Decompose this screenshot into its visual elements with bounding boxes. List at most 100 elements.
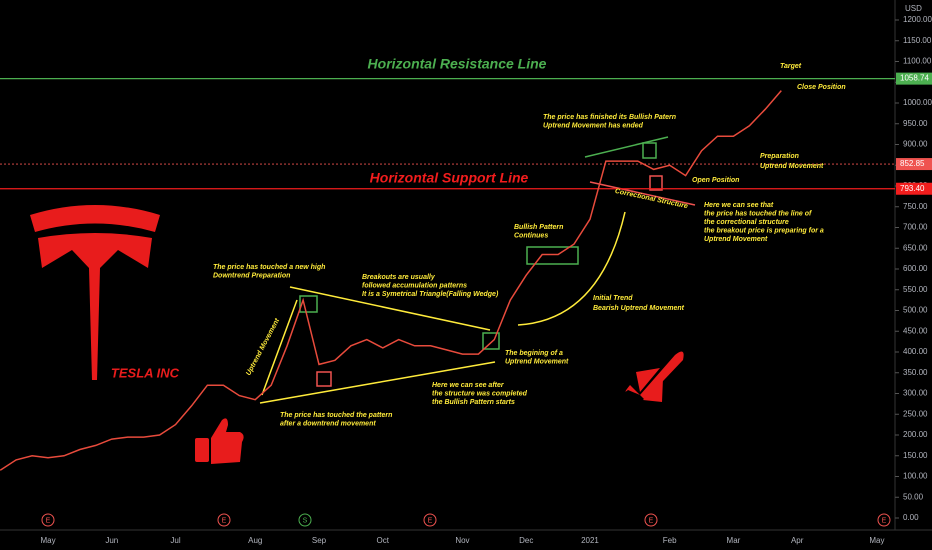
y-tick-label: 400.00 xyxy=(903,347,928,356)
y-tick-label: 600.00 xyxy=(903,264,928,273)
y-tick-label: 1150.00 xyxy=(903,36,932,45)
annotation-text: The price has touched a new high xyxy=(213,264,325,271)
price-label-box xyxy=(896,72,932,85)
y-tick-label: 300.00 xyxy=(903,389,928,398)
annotation-text: Uptrend Movement xyxy=(505,358,569,365)
x-tick-label: Oct xyxy=(377,536,390,545)
annotation-text: the breakout price is preparing for a xyxy=(704,227,824,234)
y-tick-label: 100.00 xyxy=(903,472,928,481)
y-tick-label: 700.00 xyxy=(903,223,928,232)
annotation-text: Bearish Uptrend Movement xyxy=(593,305,685,312)
annotation-text: The price has touched the pattern xyxy=(280,412,392,419)
annotation: Open Position xyxy=(692,177,739,184)
annotation: Preparation Uptrend Movement xyxy=(760,153,824,170)
event-badge xyxy=(41,513,55,527)
event-badge xyxy=(644,513,658,527)
annotation-text: Close Position xyxy=(797,84,846,91)
x-tick-label: Mar xyxy=(727,536,741,545)
annotation: Target xyxy=(780,63,802,70)
annotation-text: Preparation xyxy=(760,153,799,160)
annotation-text: Uptrend Movement has ended xyxy=(543,122,644,129)
annotation-text: Initial Trend xyxy=(593,295,633,302)
x-tick-label: Nov xyxy=(455,536,469,545)
pattern-shapes xyxy=(259,136,696,404)
y-tick-label: 1200.00 xyxy=(903,15,932,24)
event-label: S xyxy=(303,517,308,524)
annotation-text: Open Position xyxy=(692,177,739,184)
annotation-text: Here we can see after xyxy=(432,382,505,389)
y-tick-label: 450.00 xyxy=(903,326,928,335)
price-label: 793.40 xyxy=(900,184,925,193)
annotation: The price has finished its Bullish Pater… xyxy=(543,114,676,130)
event-label: E xyxy=(428,517,433,524)
y-tick-label: 1100.00 xyxy=(903,57,932,66)
y-tick-label: 950.00 xyxy=(903,119,928,128)
annotation-text: Uptrend Movement xyxy=(760,163,824,170)
x-tick-label: Jul xyxy=(170,536,180,545)
annotation-text: Uptrend Movement xyxy=(704,236,768,243)
y-tick-label: 1000.00 xyxy=(903,98,932,107)
brand-label: TESLA INC xyxy=(111,365,180,380)
price-label-box xyxy=(896,158,932,171)
y-tick-label: 900.00 xyxy=(903,140,928,149)
annotation-text: Bullish Pattern xyxy=(514,224,563,231)
annotation-text: the Bullish Pattern starts xyxy=(432,399,515,406)
currency-label: USD xyxy=(905,4,922,13)
reference-line-title: Horizontal Resistance Line xyxy=(368,56,547,72)
event-label: E xyxy=(222,517,227,524)
annotation-text: followed accumulation patterns xyxy=(362,282,467,289)
y-tick-label: 650.00 xyxy=(903,243,928,252)
annotation-text: Downtrend Preparation xyxy=(213,272,290,279)
annotation: Breakouts are usually followed accumulat… xyxy=(362,274,499,298)
annotation-text: the correctional structure xyxy=(704,219,789,226)
annotation-text: after a downtrend movement xyxy=(280,420,376,427)
tesla-logo xyxy=(30,205,160,380)
annotation-text: The begining of a xyxy=(505,350,563,357)
y-tick-label: 350.00 xyxy=(903,368,928,377)
y-tick-label: 750.00 xyxy=(903,202,928,211)
event-label: E xyxy=(46,517,51,524)
event-badge xyxy=(423,513,437,527)
event-label: E xyxy=(649,517,654,524)
annotation-text: Here we can see that xyxy=(704,202,774,209)
reference-line-title: Horizontal Support Line xyxy=(370,170,529,186)
x-tick-label: Apr xyxy=(791,536,804,545)
annotation-text: Target xyxy=(780,63,802,70)
x-tick-label: Dec xyxy=(519,536,533,545)
y-tick-label: 500.00 xyxy=(903,306,928,315)
annotation: The price has touched a new highDowntren… xyxy=(213,264,325,280)
price-label: 1058.74 xyxy=(900,74,929,83)
x-tick-label: Aug xyxy=(248,536,262,545)
y-tick-label: 200.00 xyxy=(903,430,928,439)
event-badge xyxy=(298,513,312,527)
annotation-text: Continues xyxy=(514,232,548,239)
y-tick-label: 550.00 xyxy=(903,285,928,294)
x-tick-label: 2021 xyxy=(581,536,599,545)
event-badge xyxy=(877,513,891,527)
y-tick-label: 0.00 xyxy=(903,513,919,522)
annotation-text: The price has finished its Bullish Pater… xyxy=(543,114,676,121)
annotation: Initial Trend Bearish Uptrend Movement xyxy=(593,295,685,312)
event-label: E xyxy=(882,517,887,524)
price-label-box xyxy=(896,182,932,195)
annotation: Close Position xyxy=(797,84,846,91)
x-tick-label: Feb xyxy=(663,536,677,545)
x-tick-label: Jun xyxy=(105,536,118,545)
thumbs-up-icon xyxy=(195,418,244,464)
x-tick-label: Sep xyxy=(312,536,327,545)
annotation-text: the price has touched the line of xyxy=(704,210,812,217)
rocket-icon xyxy=(625,351,684,402)
x-tick-label: May xyxy=(40,536,55,545)
x-tick-label: May xyxy=(869,536,884,545)
y-tick-label: 250.00 xyxy=(903,409,928,418)
price-line xyxy=(0,90,782,471)
annotation-text: Breakouts are usually xyxy=(362,274,436,281)
annotation-text: the structure was completed xyxy=(432,390,528,397)
